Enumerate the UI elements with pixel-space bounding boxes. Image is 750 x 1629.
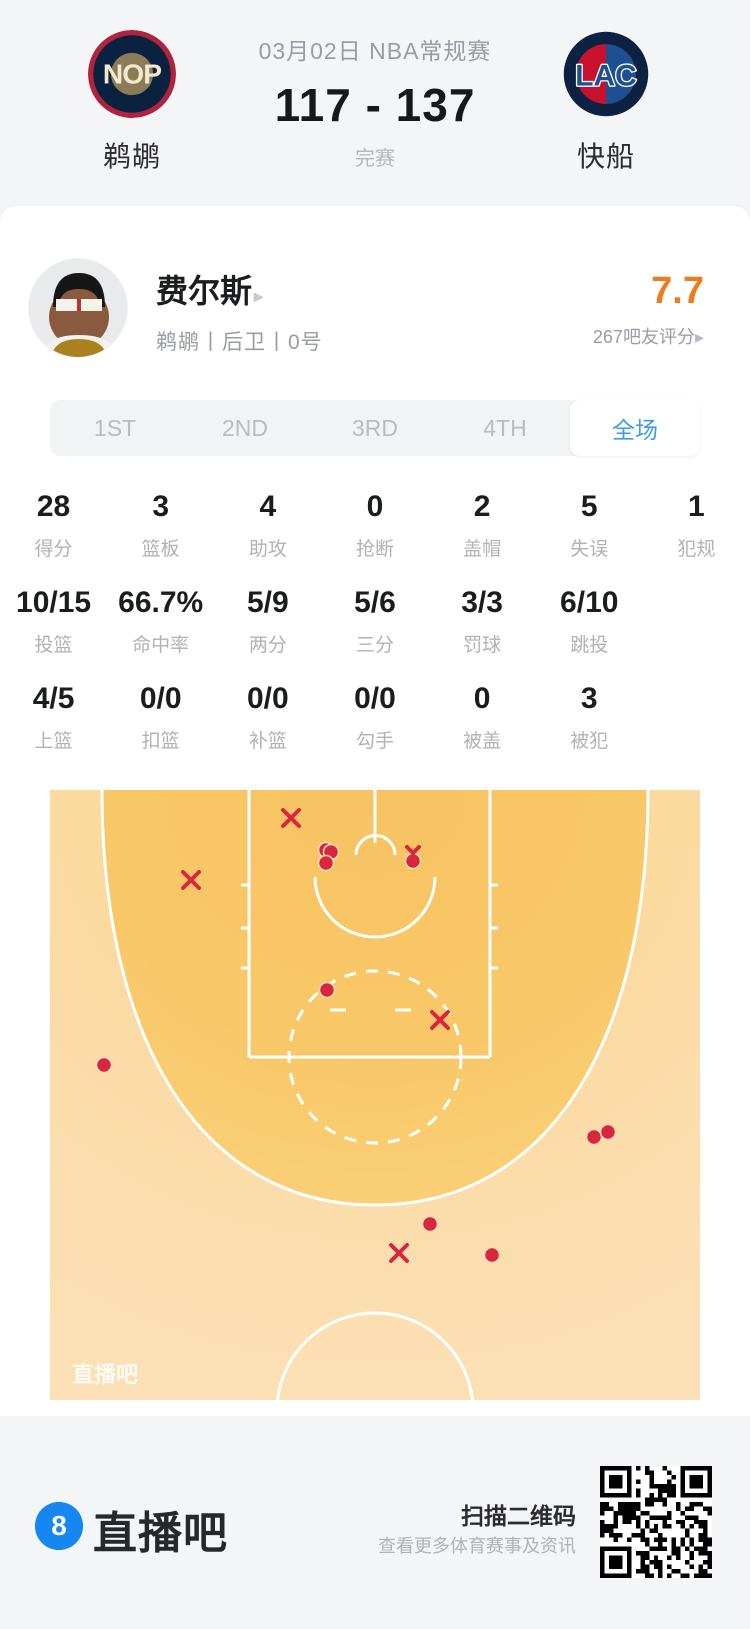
svg-text:NOP: NOP xyxy=(103,59,161,90)
svg-text:直播吧: 直播吧 xyxy=(72,1362,138,1387)
svg-text:LAC: LAC xyxy=(575,59,636,92)
svg-text:8: 8 xyxy=(51,1510,67,1541)
